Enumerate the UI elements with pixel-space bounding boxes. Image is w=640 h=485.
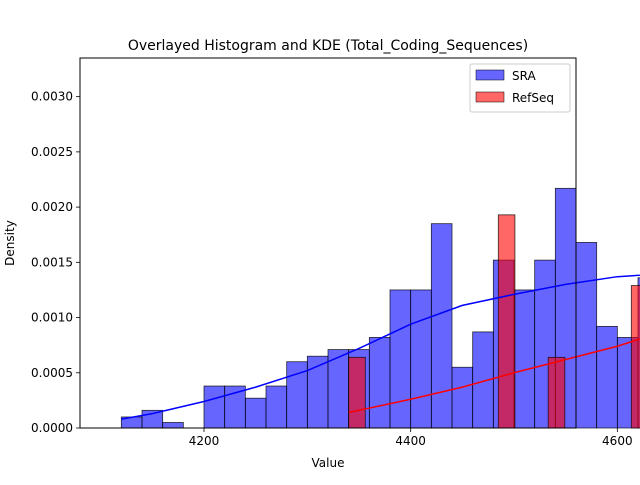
sra-bar bbox=[327, 349, 350, 429]
sra-bar bbox=[244, 397, 267, 429]
sra-bar bbox=[162, 422, 184, 429]
x-tick-label: 4600 bbox=[602, 434, 633, 448]
sra-bar bbox=[306, 355, 329, 429]
y-tick-label: 0.0015 bbox=[31, 255, 73, 269]
sra-bar bbox=[451, 366, 474, 429]
refseq-bar bbox=[547, 356, 566, 429]
refseq-bar bbox=[348, 356, 366, 429]
y-tick-label: 0.0010 bbox=[31, 311, 73, 325]
legend-swatch-sra bbox=[475, 69, 505, 81]
legend-label-sra: SRA bbox=[512, 69, 536, 83]
x-axis-label: Value bbox=[312, 456, 345, 470]
legend-swatch-refseq bbox=[475, 91, 505, 103]
x-tick-label: 4400 bbox=[395, 434, 426, 448]
y-tick-label: 0.0000 bbox=[31, 421, 73, 435]
legend-label-refseq: RefSeq bbox=[512, 91, 554, 105]
refseq-bars bbox=[348, 214, 640, 429]
sra-bar bbox=[368, 337, 391, 429]
sra-bar bbox=[596, 325, 618, 429]
kde-lines bbox=[121, 274, 640, 420]
sra-bar bbox=[575, 242, 598, 429]
sra-bar bbox=[430, 223, 453, 429]
sra-bar bbox=[265, 385, 288, 429]
sra-bar bbox=[203, 385, 226, 429]
chart-title: Overlayed Histogram and KDE (Total_Codin… bbox=[128, 38, 528, 54]
sra-kde-line bbox=[121, 274, 640, 420]
y-tick-label: 0.0005 bbox=[31, 366, 73, 380]
sra-bar bbox=[513, 289, 536, 429]
y-axis-label: Density bbox=[3, 220, 17, 266]
refseq-bar bbox=[497, 214, 516, 429]
refseq-bar bbox=[630, 285, 640, 429]
y-tick-label: 0.0030 bbox=[31, 90, 73, 104]
legend: SRA RefSeq bbox=[469, 63, 571, 113]
y-tick-label: 0.0020 bbox=[31, 200, 73, 214]
sra-bar bbox=[410, 289, 432, 429]
x-axis: 4200440046004800500052005400 bbox=[189, 428, 633, 448]
y-tick-label: 0.0025 bbox=[31, 145, 73, 159]
y-axis: 0.0000 0.0005 0.0010 0.0015 0.0020 0.0025 0.00… bbox=[31, 90, 80, 435]
sra-bar bbox=[389, 289, 412, 429]
plot-frame bbox=[79, 57, 577, 429]
x-tick-label: 4200 bbox=[189, 434, 220, 448]
refseq-kde-line bbox=[348, 338, 640, 414]
